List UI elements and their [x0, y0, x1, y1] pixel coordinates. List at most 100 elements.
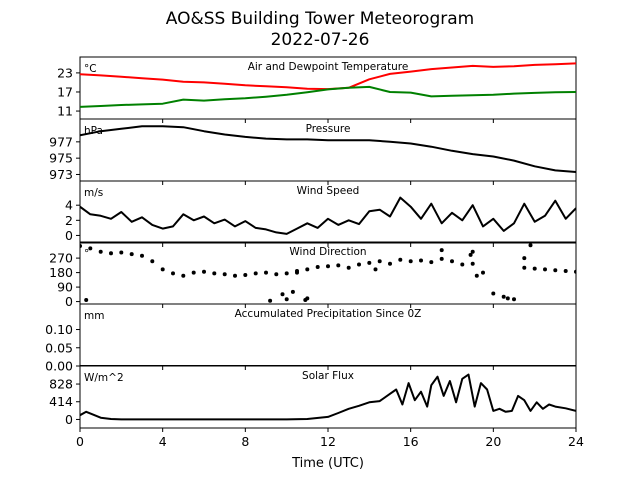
data-point	[429, 260, 434, 265]
data-point	[129, 252, 134, 257]
x-tick-label: 12	[320, 434, 336, 449]
y-tick-label: 0.05	[45, 340, 73, 355]
data-point	[439, 248, 444, 253]
data-point	[212, 271, 217, 276]
data-point	[367, 260, 372, 265]
y-tick-label: 0	[65, 412, 73, 427]
data-point	[253, 271, 258, 276]
unit-label: mm	[84, 310, 104, 322]
series-line-1	[80, 125, 576, 173]
data-point	[450, 259, 454, 264]
panel-3: 024 m/s Wind Speed	[65, 180, 577, 247]
data-point	[243, 273, 248, 277]
panel-title: Accumulated Precipitation Since 0Z	[235, 308, 422, 320]
data-point	[222, 272, 227, 277]
data-point	[481, 270, 485, 275]
x-tick-label: 24	[568, 434, 584, 449]
y-tick-label: 0.00	[45, 359, 73, 374]
data-point	[98, 249, 103, 254]
data-point	[80, 244, 82, 248]
data-point	[574, 269, 576, 274]
y-tick-label: 270	[49, 251, 73, 266]
y-tick-label: 975	[49, 151, 73, 166]
y-tick-label: 23	[57, 65, 73, 80]
data-point	[491, 291, 496, 296]
y-tick-label: 973	[49, 167, 73, 182]
data-point	[373, 267, 378, 272]
data-point	[191, 270, 196, 275]
x-tick-label: 0	[76, 434, 84, 449]
data-point	[109, 251, 113, 256]
data-point	[84, 298, 89, 302]
data-point	[280, 292, 285, 297]
series-line-1	[80, 196, 576, 235]
unit-label: °	[84, 248, 89, 260]
data-point	[439, 256, 444, 261]
data-point	[398, 257, 403, 262]
y-tick-label: 828	[49, 377, 73, 392]
data-point	[268, 298, 273, 303]
panel-title: Wind Direction	[289, 246, 366, 258]
data-point	[202, 269, 206, 274]
data-point	[160, 267, 165, 272]
data-point	[470, 261, 475, 266]
y-tick-label: 0.10	[45, 322, 73, 337]
unit-label: m/s	[84, 187, 103, 199]
data-point	[505, 296, 510, 301]
series-line-2	[80, 85, 576, 108]
panel-title: Air and Dewpoint Temperature	[248, 61, 409, 73]
data-point	[326, 264, 330, 269]
y-tick-label: 2	[65, 213, 73, 228]
data-point	[419, 258, 423, 263]
data-point	[563, 269, 568, 273]
data-point	[181, 273, 186, 278]
x-tick-label: 16	[403, 434, 419, 449]
x-axis-label: Time (UTC)	[291, 456, 364, 471]
unit-label: °C	[84, 63, 97, 75]
y-tick-label: 4	[65, 198, 73, 213]
panel-6: 0 414 828 W/m^2 Solar Flux 0 4 8 12 16 20 24 Time (U…	[49, 365, 584, 471]
y-tick-label: 180	[49, 265, 73, 280]
panel-5: 0.00 0.05 0.10 mm Accumulated Precipitation …	[45, 303, 577, 374]
data-point	[522, 265, 527, 270]
y-tick-label: 0	[65, 294, 73, 309]
y-tick-label: 414	[49, 394, 73, 409]
data-point	[140, 253, 144, 258]
data-point	[88, 246, 93, 251]
data-point	[470, 249, 475, 254]
data-point	[295, 270, 299, 275]
unit-label: hPa	[84, 125, 103, 137]
data-point	[543, 267, 547, 272]
data-point	[553, 268, 558, 273]
data-point	[377, 259, 382, 264]
data-point	[512, 297, 516, 302]
data-point	[336, 263, 341, 268]
data-point	[528, 243, 533, 248]
chart-title: AO&SS Building Tower Meteorogram	[166, 9, 474, 29]
data-point	[119, 250, 124, 255]
data-point	[388, 261, 392, 266]
panel-1: 11 17 23 °C Air and Dewpoint Temperature	[57, 56, 577, 123]
data-point	[284, 297, 289, 302]
data-point	[290, 289, 295, 294]
panel-title: Solar Flux	[302, 370, 354, 382]
panel-title: Pressure	[306, 123, 351, 135]
y-tick-label: 17	[57, 84, 73, 99]
x-tick-label: 20	[485, 434, 501, 449]
data-point	[468, 252, 473, 257]
data-point	[346, 265, 351, 270]
data-point	[474, 273, 479, 278]
data-point	[501, 294, 506, 299]
data-point	[284, 271, 289, 276]
x-tick-label: 8	[241, 434, 249, 449]
y-tick-label: 977	[49, 134, 73, 149]
series-line-1	[80, 373, 576, 421]
data-point	[150, 259, 155, 264]
data-point	[315, 265, 320, 269]
data-point	[460, 262, 465, 267]
